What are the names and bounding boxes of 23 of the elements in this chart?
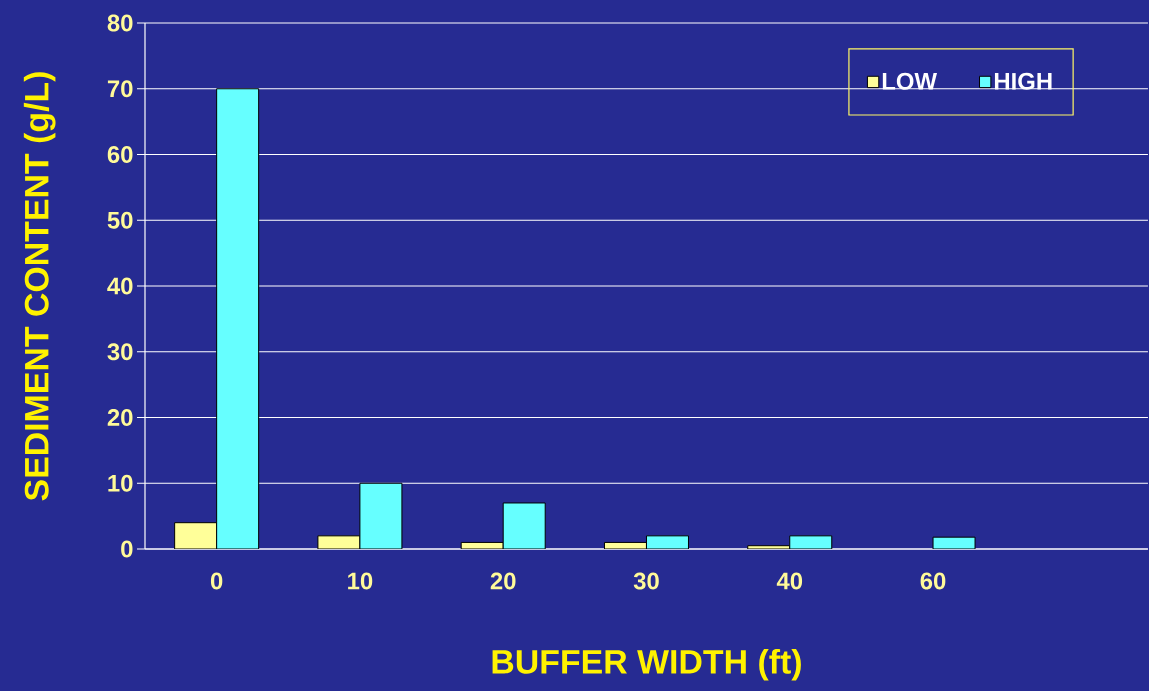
y-tick-label: 70 <box>107 80 133 98</box>
bar <box>359 482 403 549</box>
y-tick-label: 60 <box>107 146 133 163</box>
y-tick-label: 50 <box>107 211 133 229</box>
y-axis-title: SEDIMENT CONTENT (g/L) <box>23 72 56 501</box>
legend-label: LOW <box>882 72 938 90</box>
x-tick-label: 40 <box>776 572 803 590</box>
y-tick-label: 20 <box>107 409 133 426</box>
bar <box>502 502 546 549</box>
x-tick-label: 10 <box>348 572 373 590</box>
legend-label: HIGH <box>994 72 1052 90</box>
y-tick-label: 10 <box>108 474 133 492</box>
y-tick-label: 40 <box>107 277 133 295</box>
x-tick-label: 60 <box>920 572 946 590</box>
y-tick-label: 30 <box>107 343 133 361</box>
x-tick-label: 20 <box>490 572 516 590</box>
x-axis-title: BUFFER WIDTH (ft) <box>492 648 801 681</box>
x-tick-label: 30 <box>633 572 659 590</box>
bar <box>174 522 218 549</box>
y-tick-label: 80 <box>107 14 133 32</box>
x-tick-label: 0 <box>210 572 223 590</box>
bar <box>216 88 260 549</box>
y-tick-label: 0 <box>121 540 133 558</box>
